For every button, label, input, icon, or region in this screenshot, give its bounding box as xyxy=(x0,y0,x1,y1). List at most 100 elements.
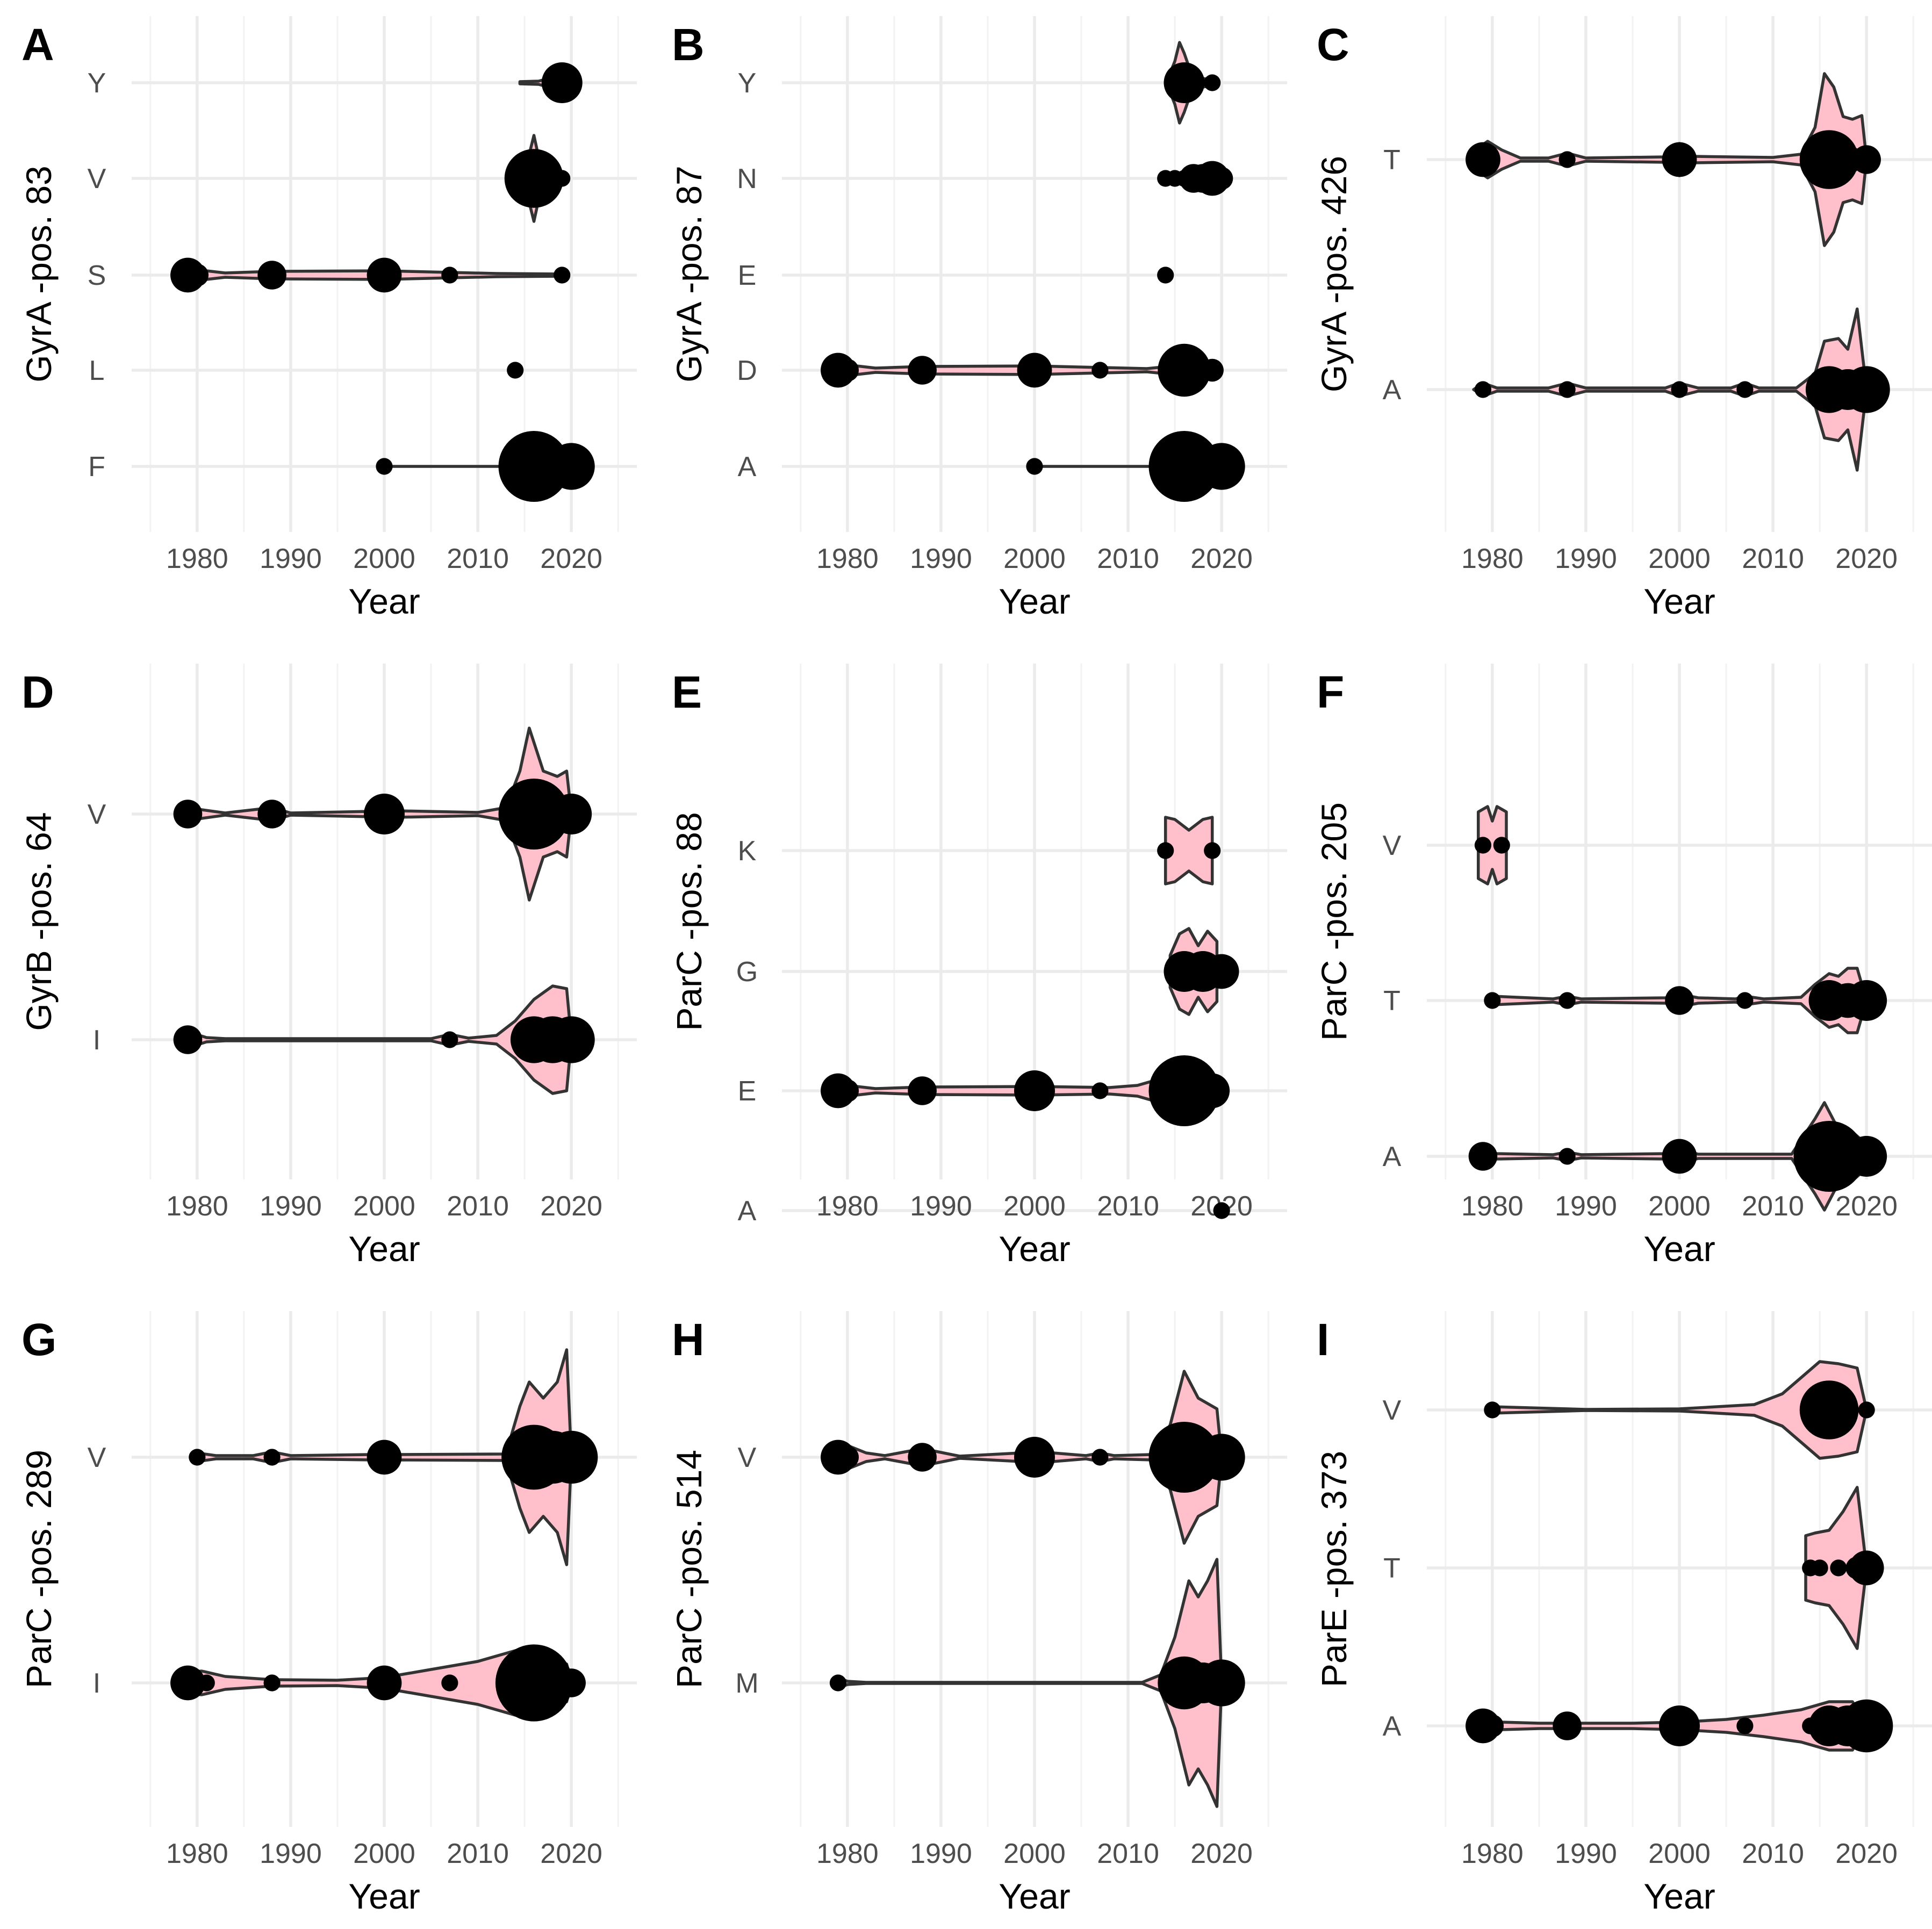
x-tick-label: 2020 xyxy=(540,1191,602,1222)
data-point xyxy=(1210,167,1233,190)
data-point xyxy=(544,1430,598,1484)
data-point xyxy=(1204,74,1221,91)
y-tick-label: N xyxy=(737,163,757,195)
x-tick-label: 1980 xyxy=(816,1838,879,1869)
data-point xyxy=(173,800,203,829)
data-point xyxy=(1830,1559,1847,1577)
series-y xyxy=(518,62,583,103)
series-t xyxy=(1484,967,1887,1034)
data-point xyxy=(1213,1202,1230,1219)
y-tick-label: A xyxy=(738,451,757,483)
violin-shape xyxy=(1163,816,1214,886)
y-tick-label: Y xyxy=(738,68,757,99)
panel-letter: D xyxy=(21,667,54,717)
y-tick-label: A xyxy=(1383,1711,1402,1742)
data-point xyxy=(1671,381,1688,398)
data-point xyxy=(263,1674,281,1692)
data-point xyxy=(1148,1055,1220,1126)
panel-a: 1980 1990 2000 2010 2020 F L S V Y Year GyrA -pos. … xyxy=(19,16,637,621)
series-f xyxy=(376,431,595,502)
y-tick-label: T xyxy=(1383,1553,1400,1584)
data-point xyxy=(376,458,393,475)
y-tick-label: I xyxy=(93,1668,100,1699)
data-point xyxy=(1091,1449,1109,1466)
panel-letter: C xyxy=(1317,19,1349,70)
y-axis-title: GyrA -pos. 83 xyxy=(19,165,59,383)
series-v xyxy=(173,726,592,902)
data-point xyxy=(836,1445,859,1469)
x-tick-label: 1980 xyxy=(166,1838,228,1869)
y-tick-label: V xyxy=(1383,830,1402,861)
data-point xyxy=(1799,1380,1859,1439)
panel-i: 1980 1990 2000 2010 2020 A T V Year ParE -pos. 37… xyxy=(1314,1311,1932,1916)
x-tick-label: 2010 xyxy=(447,543,509,574)
data-point xyxy=(263,1449,281,1466)
y-tick-label: E xyxy=(738,1076,757,1107)
data-point xyxy=(504,149,564,208)
series-a xyxy=(1472,307,1890,472)
panel-letter: B xyxy=(672,19,705,70)
x-tick-label: 1980 xyxy=(816,543,879,574)
y-tick-label: I xyxy=(93,1025,100,1056)
y-tick-label: F xyxy=(88,451,105,483)
y-tick-label: V xyxy=(88,163,106,195)
data-point xyxy=(1558,992,1576,1009)
y-axis-title: GyrA -pos. 426 xyxy=(1314,156,1354,392)
data-point xyxy=(1843,366,1890,413)
y-axis-title: ParC -pos. 289 xyxy=(19,1450,59,1688)
panel-letter: E xyxy=(672,667,702,717)
x-tick-label: 2000 xyxy=(1648,1838,1711,1869)
y-tick-label: G xyxy=(736,956,758,988)
data-point xyxy=(498,779,570,850)
data-point xyxy=(836,1079,859,1103)
x-tick-label: 1990 xyxy=(1555,543,1617,574)
series-v xyxy=(504,134,571,223)
y-tick-label: L xyxy=(89,355,105,386)
x-axis-title: Year xyxy=(1643,1876,1715,1916)
x-tick-label: 1990 xyxy=(910,543,972,574)
data-point xyxy=(1204,842,1221,859)
data-point xyxy=(1793,1121,1865,1192)
x-tick-label: 2000 xyxy=(353,1838,415,1869)
y-axis-title: ParC -pos. 88 xyxy=(669,812,709,1031)
x-tick-label: 1980 xyxy=(1461,1838,1524,1869)
data-point xyxy=(1198,443,1245,490)
y-tick-label: V xyxy=(88,799,106,830)
panel-c: 1980 1990 2000 2010 2020 A T Year GyrA -pos. 426… xyxy=(1314,16,1932,621)
data-point xyxy=(1799,130,1859,189)
series-g xyxy=(1163,927,1239,1016)
series-v xyxy=(1474,805,1510,886)
data-point xyxy=(554,170,571,187)
data-point xyxy=(548,1016,595,1063)
data-point xyxy=(1736,992,1754,1009)
data-point xyxy=(1849,1550,1884,1586)
data-point xyxy=(185,263,209,287)
series-i xyxy=(170,1644,586,1722)
panel-letter: A xyxy=(21,19,54,70)
data-point xyxy=(1026,458,1043,475)
data-point xyxy=(829,1674,847,1692)
series-t xyxy=(1466,72,1881,247)
y-tick-label: V xyxy=(1383,1395,1402,1426)
y-axis-title: ParC -pos. 205 xyxy=(1314,802,1354,1041)
y-tick-label: Y xyxy=(88,68,106,99)
x-tick-label: 2020 xyxy=(540,543,602,574)
series-k xyxy=(1157,816,1221,886)
x-tick-label: 1980 xyxy=(166,543,228,574)
x-tick-label: 1980 xyxy=(1461,543,1524,574)
x-tick-label: 1980 xyxy=(1461,1191,1524,1222)
series-a xyxy=(1468,1101,1887,1212)
panel-g: 1980 1990 2000 2010 2020 I V Year ParC -pos. 289… xyxy=(19,1311,637,1916)
data-point xyxy=(257,261,286,290)
data-point xyxy=(1659,1705,1700,1746)
data-point xyxy=(507,362,524,379)
x-tick-label: 1990 xyxy=(260,543,322,574)
data-point xyxy=(1204,954,1239,989)
x-tick-label: 1990 xyxy=(910,1191,972,1222)
data-point xyxy=(257,800,286,829)
data-point xyxy=(1558,1148,1576,1165)
y-tick-label: V xyxy=(738,1442,757,1473)
y-tick-label: M xyxy=(735,1668,758,1699)
data-point xyxy=(908,1443,937,1472)
